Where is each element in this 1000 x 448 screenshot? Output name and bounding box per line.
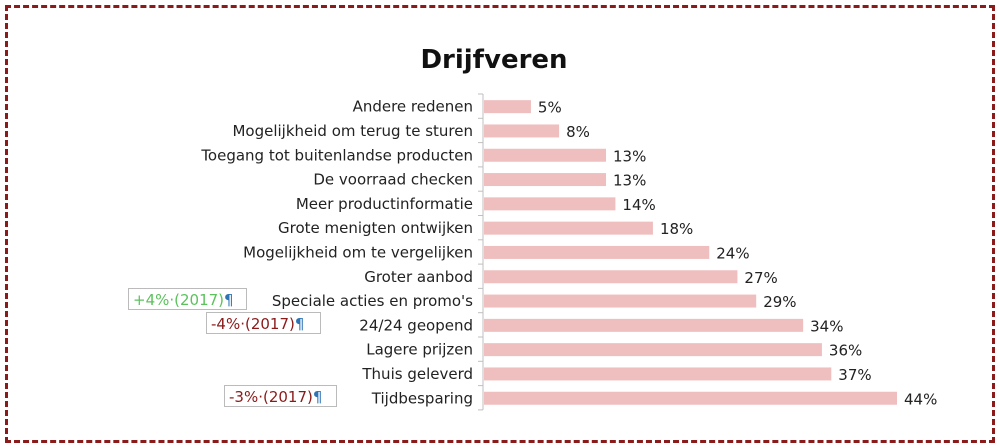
annotation-text: -4%·(2017)	[211, 315, 295, 334]
category-label: Groter aanbod	[364, 268, 473, 286]
bar	[484, 391, 897, 405]
bar	[484, 270, 738, 284]
chart-frame	[5, 5, 995, 443]
value-label: 34%	[810, 317, 843, 335]
bar	[484, 148, 607, 162]
bar	[484, 173, 607, 187]
category-label: Speciale acties en promo's	[272, 292, 473, 310]
category-label: Thuis geleverd	[361, 365, 473, 383]
category-label: Andere redenen	[353, 98, 473, 116]
pilcrow-mark: ¶	[294, 315, 305, 334]
value-label: 5%	[538, 99, 562, 117]
value-label: 13%	[613, 147, 646, 165]
value-label: 36%	[829, 342, 862, 360]
value-label: 29%	[763, 293, 796, 311]
category-label: Lagere prijzen	[366, 341, 473, 359]
bar	[484, 294, 757, 308]
bar	[484, 367, 832, 381]
pilcrow-mark: ¶	[312, 388, 323, 407]
pilcrow-mark: ¶	[224, 291, 234, 310]
category-label: Grote menigten ontwijken	[278, 219, 473, 237]
category-label: Mogelijkheid om te vergelijken	[243, 243, 473, 261]
bar	[484, 100, 531, 114]
value-label: 27%	[744, 269, 777, 287]
bar	[484, 318, 804, 332]
bar	[484, 343, 822, 357]
category-label: De voorraad checken	[313, 171, 473, 189]
annotation-box: -3%·(2017)¶	[224, 385, 337, 408]
value-label: 37%	[838, 366, 871, 384]
category-label: 24/24 geopend	[359, 316, 473, 334]
value-label: 13%	[613, 172, 646, 190]
annotation-text: -3%·(2017)	[229, 388, 313, 407]
category-label: Toegang tot buitenlandse producten	[200, 146, 473, 164]
category-label: Tijdbesparing	[371, 389, 473, 407]
bar	[484, 124, 560, 138]
value-label: 18%	[660, 220, 693, 238]
value-label: 24%	[716, 244, 749, 262]
value-label: 8%	[566, 123, 590, 141]
bar	[484, 221, 653, 235]
chart-title: Drijfveren	[420, 45, 567, 75]
bar	[484, 197, 616, 211]
bar	[484, 245, 710, 259]
category-label: Meer productinformatie	[296, 195, 473, 213]
annotation-text: +4%·(2017)	[133, 291, 225, 310]
value-label: 14%	[622, 196, 655, 214]
value-label: 44%	[904, 390, 937, 408]
category-label: Mogelijkheid om terug te sturen	[232, 122, 473, 140]
annotation-box: +4%·(2017)¶	[128, 288, 247, 311]
annotation-box: -4%·(2017)¶	[206, 312, 321, 335]
